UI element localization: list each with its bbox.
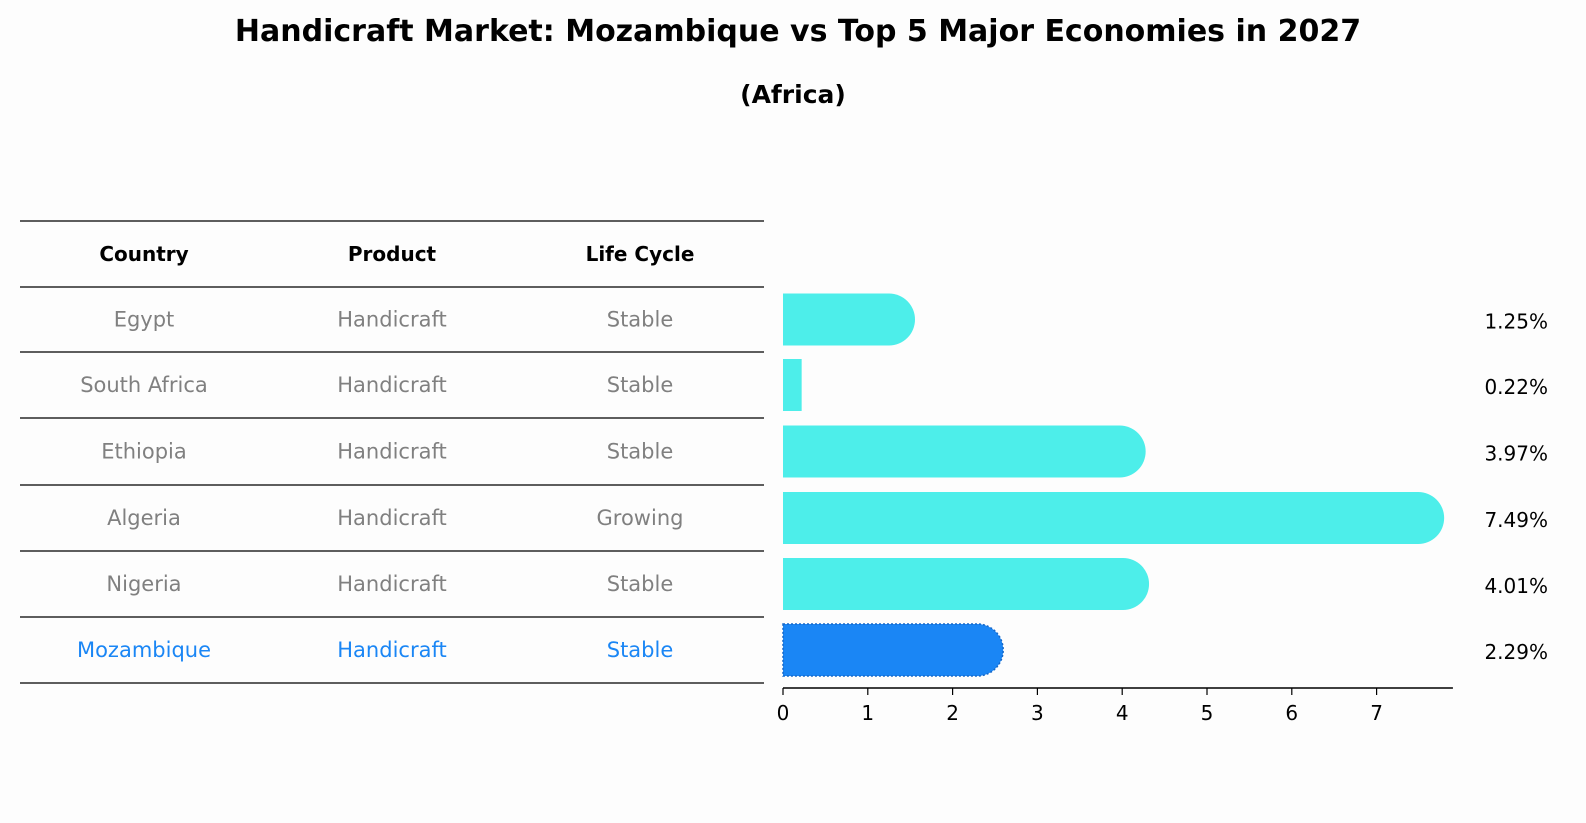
table-cell-product: Handicraft	[337, 373, 446, 397]
bar-value-label: 7.49%	[1484, 508, 1548, 532]
table-cell-product: Handicraft	[337, 572, 446, 596]
table-header-country: Country	[99, 242, 188, 266]
x-tick-label: 3	[1031, 701, 1044, 725]
table-cell-product: Handicraft	[337, 308, 446, 332]
table-cell-country: Mozambique	[77, 638, 211, 662]
bar-algeria	[783, 492, 1445, 544]
table-cell-country: Ethiopia	[101, 440, 187, 464]
table-cell-country: Egypt	[114, 308, 175, 332]
table-cell-life-cycle: Growing	[597, 506, 684, 530]
table-cell-life-cycle: Stable	[607, 373, 674, 397]
bar-nigeria	[783, 558, 1150, 610]
bar-south-africa	[783, 359, 802, 411]
x-tick-label: 7	[1370, 701, 1383, 725]
chart-subtitle: (Africa)	[740, 80, 846, 109]
x-tick-label: 4	[1116, 701, 1129, 725]
table-cell-country: Algeria	[107, 506, 181, 530]
bar-mozambique	[783, 624, 1004, 676]
bar-value-label: 3.97%	[1484, 442, 1548, 466]
x-tick-label: 2	[946, 701, 959, 725]
table-header-life-cycle: Life Cycle	[586, 242, 695, 266]
table-cell-product: Handicraft	[337, 506, 446, 530]
bar-value-label: 4.01%	[1484, 574, 1548, 598]
bar-value-label: 0.22%	[1484, 375, 1548, 399]
table-cell-life-cycle: Stable	[607, 572, 674, 596]
bar-value-label: 2.29%	[1484, 640, 1548, 664]
x-tick-label: 1	[861, 701, 874, 725]
table-cell-country: Nigeria	[106, 572, 181, 596]
table-cell-life-cycle: Stable	[607, 638, 674, 662]
x-tick-label: 6	[1285, 701, 1298, 725]
bar-value-label: 1.25%	[1484, 310, 1548, 334]
x-tick-label: 5	[1201, 701, 1214, 725]
table-cell-life-cycle: Stable	[607, 440, 674, 464]
table: Country Product Life Cycle Egypt Handicraft S…	[20, 220, 764, 684]
bar-chart: 1.25% 0.22% 3.97% 7.49% 4.01% 2.29% 0 1 2 3 4 5 6 7	[777, 293, 1548, 725]
table-header-product: Product	[348, 242, 437, 266]
x-tick-label: 0	[777, 701, 790, 725]
table-cell-product: Handicraft	[337, 638, 446, 662]
bar-egypt	[783, 293, 916, 346]
table-cell-life-cycle: Stable	[607, 308, 674, 332]
table-cell-product: Handicraft	[337, 440, 446, 464]
table-cell-country: South Africa	[80, 373, 208, 397]
chart-title: Handicraft Market: Mozambique vs Top 5 M…	[234, 14, 1362, 49]
bar-highlight-outline	[782, 623, 1004, 677]
bar-ethiopia	[783, 425, 1146, 478]
